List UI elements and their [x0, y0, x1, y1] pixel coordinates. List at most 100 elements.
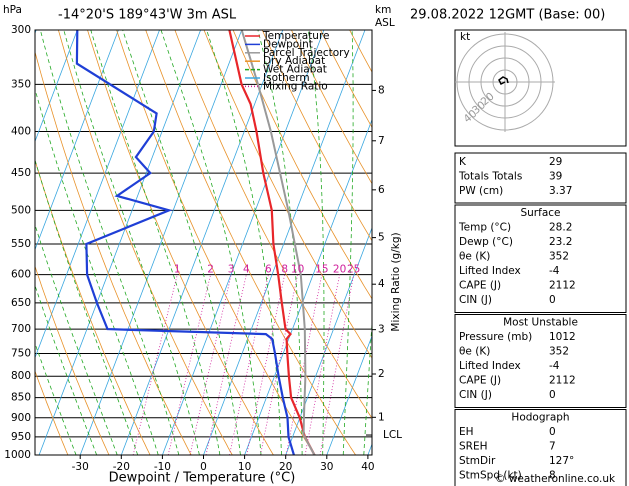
wet-adiabat: [35, 223, 118, 455]
isotherm: [285, 226, 372, 455]
mixing-ratio-label: 15: [315, 264, 328, 276]
dry-adiabat: [35, 158, 151, 455]
profile-line: [228, 30, 316, 455]
y-tick-label: 450: [11, 167, 31, 179]
x-tick-label: -10: [154, 461, 171, 473]
isotherm: [203, 30, 366, 455]
x-tick-label: 20: [279, 461, 292, 473]
table-box: [454, 314, 627, 408]
row-label: EH: [459, 426, 474, 438]
y-tick-label: 500: [11, 204, 31, 216]
x-tick-label: 0: [200, 461, 207, 473]
dry-adiabat: [87, 30, 274, 455]
row-value: 127°: [549, 455, 574, 467]
row-value: -4: [549, 360, 560, 372]
mixing-ratio-line: [246, 274, 286, 455]
chart-title: -14°20'S 189°43'W 3m ASL: [58, 8, 237, 23]
mixing-ratio-label: 20: [333, 264, 346, 276]
mixing-ratio-label: 1: [174, 264, 181, 276]
mixing-ratio-axis-label: Mixing Ratio (g/kg): [390, 232, 402, 331]
isotherm: [79, 30, 243, 455]
row-label: CAPE (J): [459, 375, 501, 387]
hodograph-unit: kt: [460, 31, 470, 43]
isotherm: [162, 30, 325, 455]
mixing-ratio-line: [229, 274, 269, 455]
legend-label: Temperature: [262, 30, 330, 42]
y-tick-label: 650: [11, 297, 31, 309]
y-unit: hPa: [3, 4, 22, 16]
km-tick-label: 6: [378, 184, 385, 196]
x-tick-label: -30: [72, 461, 89, 473]
mixing-ratio-line: [285, 274, 323, 455]
mixing-ratio-line: [167, 274, 211, 455]
x-axis-label: Dewpoint / Temperature (°C): [109, 471, 296, 486]
y-tick-label: 900: [11, 412, 31, 424]
dry-adiabat: [116, 30, 315, 455]
wet-adiabat: [307, 30, 325, 455]
section-title: Hodograph: [511, 412, 569, 424]
wet-adiabat: [35, 87, 159, 455]
legend-label: Isotherm: [263, 72, 310, 84]
mixing-ratio-line: [205, 274, 247, 455]
row-value: 352: [549, 346, 569, 358]
wet-adiabat: [39, 30, 180, 455]
isotherm: [120, 30, 284, 455]
mixing-ratio-label: 8: [281, 264, 288, 276]
row-value: 3.37: [549, 185, 572, 197]
legend-label: Parcel Trajectory: [263, 47, 350, 59]
km-unit-asl: ASL: [375, 17, 395, 29]
hodograph-trace: [498, 76, 509, 86]
y-tick-label: 950: [11, 431, 31, 443]
wet-adiabat: [122, 30, 241, 455]
y-tick-label: 800: [11, 370, 31, 382]
y-tick-label: 750: [11, 347, 31, 359]
lcl-label: LCL: [383, 429, 402, 441]
km-tick-label: 2: [378, 368, 385, 380]
isotherm: [35, 30, 78, 143]
row-label: CIN (J): [459, 389, 492, 401]
row-label: StmSpd (kt): [459, 470, 522, 482]
section-title: Surface: [520, 207, 560, 219]
km-unit: km: [375, 4, 391, 16]
row-value: -4: [549, 265, 560, 277]
mixing-ratio-label: 25: [347, 264, 360, 276]
row-value: 0: [549, 426, 556, 438]
wet-adiabat: [160, 30, 262, 455]
mixing-ratio-label: 2: [207, 264, 214, 276]
wet-adiabat: [363, 316, 372, 455]
isotherm: [38, 30, 201, 455]
profiles: [75, 30, 316, 455]
row-value: 2112: [549, 375, 576, 387]
wet-adiabat: [35, 158, 139, 455]
date: 29.08.2022 12GMT (Base: 00): [410, 8, 605, 23]
row-label: PW (cm): [459, 185, 503, 197]
y-tick-label: 550: [11, 238, 31, 250]
row-value: 39: [549, 171, 562, 183]
row-label: StmDir: [459, 455, 496, 467]
km-tick-label: 3: [378, 324, 385, 336]
y-tick-label: 600: [11, 269, 31, 281]
wet-adiabat: [35, 284, 97, 455]
row-label: Lifted Index: [459, 265, 521, 277]
row-value: 0: [549, 294, 556, 306]
wet-adiabat: [90, 30, 221, 455]
row-label: SREH: [459, 441, 488, 453]
row-label: Pressure (mb): [459, 331, 532, 343]
row-value: 23.2: [549, 236, 572, 248]
y-tick-label: 1000: [4, 449, 31, 461]
row-label: CAPE (J): [459, 280, 501, 292]
background-lines: [35, 30, 372, 455]
dry-adiabat: [35, 50, 192, 455]
x-tick-label: 10: [238, 461, 251, 473]
table-box: [454, 204, 627, 313]
row-value: 1012: [549, 331, 576, 343]
y-tick-label: 400: [11, 126, 31, 138]
isotherm: [326, 334, 372, 455]
isotherm: [35, 30, 160, 359]
footer: © weatheronline.co.uk: [495, 473, 616, 485]
row-value: 7: [549, 441, 556, 453]
mixing-ratio-label: 10: [291, 264, 304, 276]
row-label: Temp (°C): [458, 222, 511, 234]
km-tick-label: 8: [378, 84, 385, 96]
mixing-ratio-line: [189, 274, 232, 455]
